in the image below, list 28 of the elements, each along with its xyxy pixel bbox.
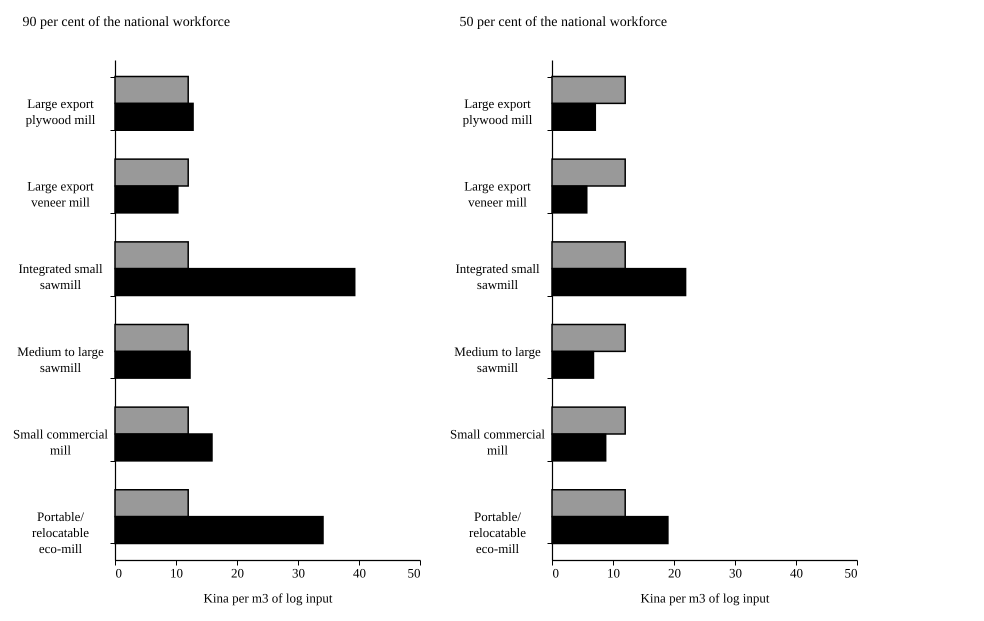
x-tick-label: 10 bbox=[607, 566, 620, 580]
y-tick-label: Integrated small sawmill bbox=[18, 261, 103, 292]
y-tick-label: Small commercial mill bbox=[450, 426, 546, 458]
x-tick-label: 40 bbox=[353, 566, 366, 580]
x-tick-label: 30 bbox=[292, 566, 305, 580]
y-tick-label: Large export veneer mill bbox=[464, 178, 532, 210]
x-tick-label: 40 bbox=[790, 566, 803, 580]
y-tick-label: Portable/ relocatable eco-mill bbox=[468, 509, 526, 556]
x-tick-label: 20 bbox=[231, 566, 244, 580]
x-tick-label: 0 bbox=[116, 566, 122, 580]
y-tick-label: Medium to large sawmill bbox=[17, 344, 104, 375]
chart-title: 90 per cent of the national workforce bbox=[22, 15, 230, 30]
x-tick-label: 30 bbox=[729, 566, 742, 580]
y-tick-label: Large export veneer mill bbox=[27, 178, 94, 210]
chart-title: 50 per cent of the national workforce bbox=[460, 15, 668, 30]
y-tick-label: Small commercial mill bbox=[13, 426, 108, 458]
x-tick-label: 0 bbox=[552, 566, 559, 580]
y-tick-label: Medium to large sawmill bbox=[454, 344, 541, 375]
x-tick-label: 50 bbox=[844, 566, 858, 580]
x-axis-title: Kina per m3 of log input bbox=[640, 590, 770, 606]
y-tick-label: Integrated small sawmill bbox=[455, 261, 540, 292]
y-tick-label: Large export plywood mill bbox=[26, 96, 96, 127]
x-tick-label: 20 bbox=[668, 566, 681, 580]
x-axis-title: Kina per m3 of log input bbox=[204, 590, 333, 606]
y-tick-label: Portable/ relocatable eco-mill bbox=[32, 509, 90, 556]
x-tick-label: 50 bbox=[408, 566, 420, 580]
x-tick-label: 10 bbox=[170, 566, 183, 580]
y-tick-label: Large export plywood mill bbox=[462, 96, 533, 127]
